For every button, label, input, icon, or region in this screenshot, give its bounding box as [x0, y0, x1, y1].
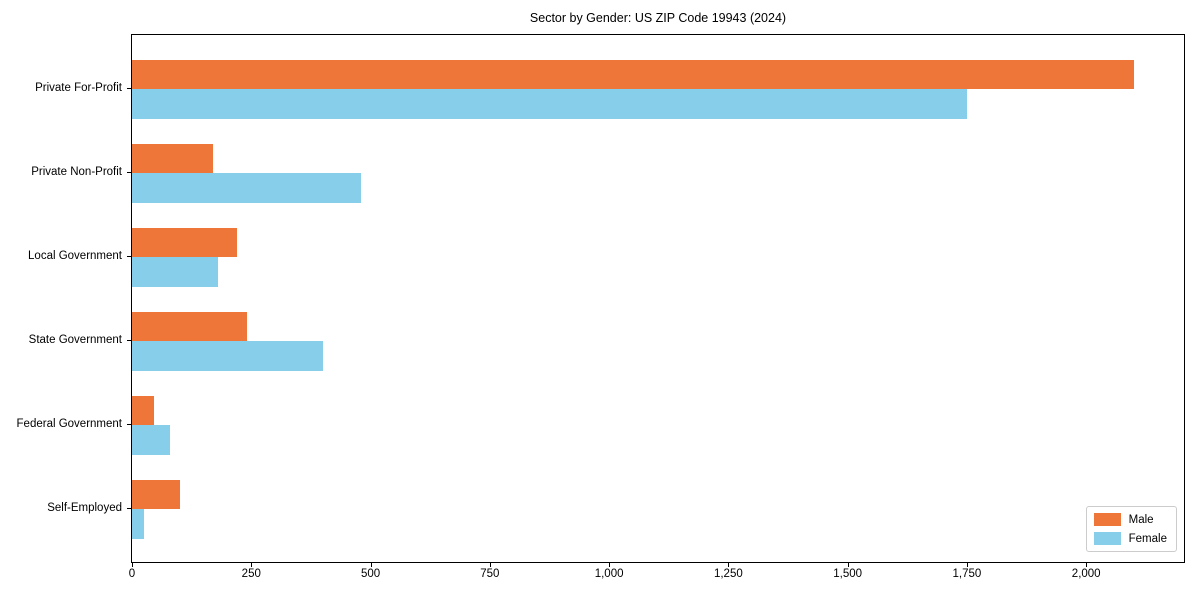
- bar-male-private-non-profit: [132, 143, 214, 173]
- bar-male-local-government: [132, 227, 237, 257]
- ytick-label-private-non-profit: Private Non-Profit: [31, 166, 122, 178]
- xtick-label-1750: 1,750: [952, 568, 982, 580]
- bar-male-federal-government: [132, 395, 154, 425]
- bar-female-private-for-profit: [132, 89, 967, 119]
- xtick-label-750: 750: [480, 568, 500, 580]
- bar-male-self-employed: [132, 479, 180, 509]
- xtick-mark: [370, 563, 372, 567]
- xtick-mark: [132, 563, 133, 567]
- xtick-label-1000: 1,000: [594, 568, 624, 580]
- xtick-label-1250: 1,250: [713, 568, 743, 580]
- plot-area: Male Female: [131, 34, 1185, 563]
- ytick-mark: [127, 256, 131, 257]
- xtick-mark: [847, 563, 849, 567]
- xtick-mark: [609, 563, 611, 567]
- xtick-mark: [966, 563, 968, 567]
- bar-female-local-government: [132, 257, 218, 287]
- legend-swatch-female: [1093, 532, 1121, 545]
- xtick-mark: [1086, 563, 1088, 567]
- ytick-mark: [127, 340, 131, 341]
- xtick-label-0: 0: [128, 568, 136, 580]
- legend-swatch-male: [1093, 513, 1121, 526]
- ytick-mark: [127, 508, 131, 509]
- bar-female-private-non-profit: [132, 173, 361, 203]
- ytick-label-state-government: State Government: [28, 334, 122, 346]
- legend: Male Female: [1085, 506, 1177, 552]
- ytick-label-local-government: Local Government: [28, 250, 122, 262]
- xtick-label-2000: 2,000: [1071, 568, 1101, 580]
- legend-item-female: Female: [1093, 532, 1167, 545]
- xtick-mark: [728, 563, 730, 567]
- ytick-label-private-for-profit: Private For-Profit: [35, 82, 122, 94]
- legend-label-male: Male: [1128, 513, 1154, 526]
- chart-title: Sector by Gender: US ZIP Code 19943 (202…: [529, 11, 787, 25]
- legend-item-male: Male: [1093, 513, 1167, 526]
- bar-male-state-government: [132, 311, 247, 341]
- xtick-label-1500: 1,500: [833, 568, 863, 580]
- ytick-label-federal-government: Federal Government: [16, 418, 122, 430]
- bar-female-self-employed: [132, 509, 144, 539]
- bar-female-state-government: [132, 341, 323, 371]
- xtick-label-250: 250: [241, 568, 261, 580]
- bar-female-federal-government: [132, 425, 171, 455]
- xtick-mark: [251, 563, 253, 567]
- ytick-mark: [127, 424, 131, 425]
- xtick-label-500: 500: [360, 568, 381, 580]
- ytick-mark: [127, 88, 131, 89]
- ytick-label-self-employed: Self-Employed: [47, 502, 122, 514]
- bar-male-private-for-profit: [132, 59, 1134, 89]
- legend-label-female: Female: [1128, 532, 1167, 545]
- xtick-mark: [489, 563, 491, 567]
- ytick-mark: [127, 172, 131, 173]
